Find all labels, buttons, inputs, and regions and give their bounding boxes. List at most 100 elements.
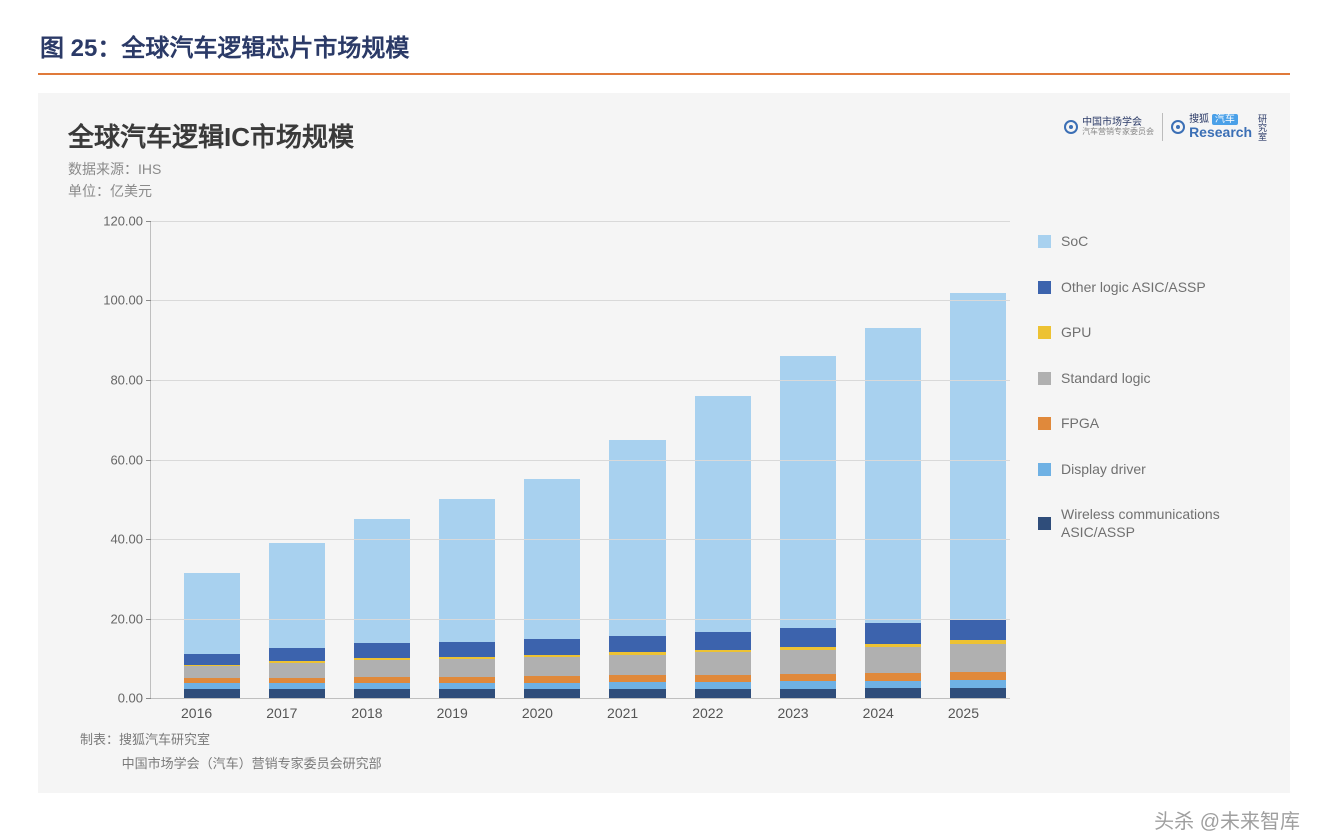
bar-segment-soc [524,479,580,638]
bar-segment-display [780,681,836,689]
bar-segment-fpga [780,674,836,682]
legend-item-standard: Standard logic [1038,370,1260,388]
bar-segment-soc [950,293,1006,620]
bar-segment-wireless [950,688,1006,698]
x-tick-label: 2019 [410,699,495,721]
bar-segment-fpga [695,675,751,682]
x-tick-label: 2023 [750,699,835,721]
bar-segment-soc [184,573,240,654]
source-line: 数据来源：IHS [68,158,1260,180]
bar-segment-fpga [609,675,665,682]
gridline [151,539,1010,540]
bar-segment-standard [950,644,1006,672]
legend-item-other: Other logic ASIC/ASSP [1038,279,1260,297]
legend-swatch [1038,463,1051,476]
bar-segment-soc [780,356,836,628]
legend-item-gpu: GPU [1038,324,1260,342]
legend-label: Other logic ASIC/ASSP [1061,279,1206,297]
legend-swatch [1038,281,1051,294]
legend-swatch [1038,235,1051,248]
bar-segment-wireless [524,689,580,698]
bar-segment-standard [695,652,751,674]
y-tick-label: 20.00 [89,611,143,626]
x-tick-label: 2018 [324,699,409,721]
bar-segment-wireless [184,689,240,698]
logo-cn-bottom: 汽车营销专家委员会 [1082,128,1154,137]
caption-rule [38,73,1290,75]
bar-segment-soc [269,543,325,648]
watermark: 头杀 @未来智库 [1154,805,1300,834]
x-tick-label: 2020 [495,699,580,721]
bar-segment-wireless [439,689,495,698]
logo-icon [1171,120,1185,134]
x-axis: 2016201720182019202020212022202320242025 [150,699,1010,721]
x-tick-label: 2024 [836,699,921,721]
bar-segment-other [950,619,1006,640]
bar-segment-wireless [269,689,325,698]
bar-segment-standard [184,666,240,678]
bar-segment-wireless [354,689,410,698]
bar-segment-other [609,636,665,653]
footer-note: 制表：搜狐汽车研究室 中国市场学会（汽车）营销专家委员会研究部 [80,728,382,775]
bar-segment-display [609,682,665,689]
legend-label: FPGA [1061,415,1099,433]
legend-label: Display driver [1061,461,1146,479]
bar-segment-wireless [695,689,751,698]
bar-segment-standard [865,647,921,673]
footer-line-2: 中国市场学会（汽车）营销专家委员会研究部 [122,752,382,775]
y-tick-label: 100.00 [89,293,143,308]
bar-segment-wireless [609,689,665,698]
gridline [151,221,1010,222]
logo-right-brand: Research [1189,124,1252,140]
x-tick-label: 2022 [665,699,750,721]
logo-right-suffix: 研究室 [1256,114,1266,141]
bar-segment-standard [354,660,410,677]
bar-segment-wireless [780,689,836,698]
bar-segment-other [354,643,410,658]
panel-logos: 中国市场学会 汽车营销专家委员会 搜狐 汽车 Research 研究室 [1064,113,1266,141]
gridline [151,380,1010,381]
bar-segment-fpga [865,673,921,681]
bar-segment-display [695,682,751,689]
bar-segment-display [865,681,921,689]
unit-line: 单位：亿美元 [68,180,1260,202]
logo-icon [1064,120,1078,134]
legend-swatch [1038,372,1051,385]
bar-segment-standard [609,655,665,676]
y-tick-label: 120.00 [89,214,143,229]
bar-segment-other [865,623,921,643]
legend-swatch [1038,517,1051,530]
panel-subtitle: 数据来源：IHS 单位：亿美元 [68,158,1260,203]
bar-segment-soc [354,519,410,643]
legend-swatch [1038,326,1051,339]
gridline [151,300,1010,301]
bar-segment-wireless [865,688,921,698]
bar-segment-fpga [950,672,1006,680]
bar-segment-other [269,648,325,661]
x-tick-label: 2021 [580,699,665,721]
x-tick-label: 2017 [239,699,324,721]
plot-area: 0.0020.0040.0060.0080.00100.00120.00 [150,221,1010,699]
bar-segment-other [439,642,495,657]
y-tick-label: 80.00 [89,372,143,387]
bar-segment-soc [609,440,665,636]
gridline [151,460,1010,461]
legend-label: Standard logic [1061,370,1151,388]
legend-label: GPU [1061,324,1091,342]
bar-segment-standard [524,657,580,676]
bar-segment-soc [865,328,921,623]
y-tick-label: 40.00 [89,531,143,546]
legend-item-wireless: Wireless communications ASIC/ASSP [1038,506,1260,541]
bar-segment-other [695,632,751,650]
legend-item-display: Display driver [1038,461,1260,479]
figure-caption: 图 25：全球汽车逻辑芯片市场规模 [40,28,1290,63]
legend-item-soc: SoC [1038,233,1260,251]
x-tick-label: 2025 [921,699,1006,721]
bar-segment-display [950,680,1006,688]
legend: SoC Other logic ASIC/ASSP GPU Standard logi… [1010,221,1260,721]
legend-swatch [1038,417,1051,430]
legend-label: SoC [1061,233,1088,251]
bar-segment-standard [439,659,495,676]
plot: 0.0020.0040.0060.0080.00100.00120.00 201… [88,221,1010,721]
y-tick-label: 0.00 [89,691,143,706]
